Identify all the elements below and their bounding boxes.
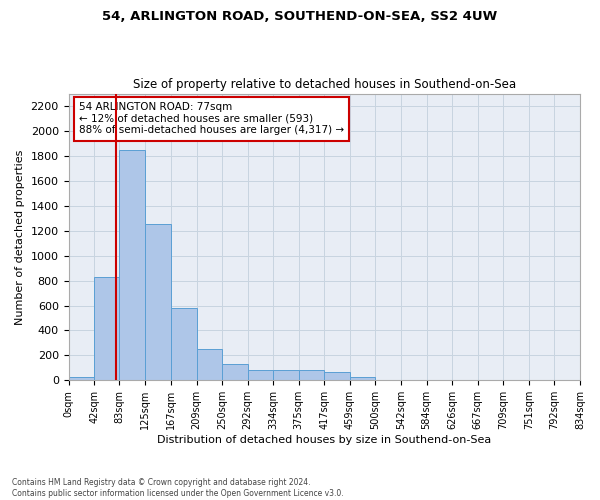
Title: Size of property relative to detached houses in Southend-on-Sea: Size of property relative to detached ho…	[133, 78, 516, 91]
Bar	[119, 150, 145, 380]
Bar	[274, 370, 299, 380]
Bar	[197, 349, 222, 380]
Bar	[145, 224, 171, 380]
Bar	[350, 376, 375, 380]
Text: 54 ARLINGTON ROAD: 77sqm
← 12% of detached houses are smaller (593)
88% of semi-: 54 ARLINGTON ROAD: 77sqm ← 12% of detach…	[79, 102, 344, 136]
X-axis label: Distribution of detached houses by size in Southend-on-Sea: Distribution of detached houses by size …	[157, 435, 491, 445]
Bar	[171, 308, 197, 380]
Bar	[222, 364, 248, 380]
Bar	[324, 372, 350, 380]
Bar	[299, 370, 324, 380]
Bar	[248, 370, 274, 380]
Bar	[68, 376, 94, 380]
Bar	[94, 277, 119, 380]
Y-axis label: Number of detached properties: Number of detached properties	[15, 150, 25, 324]
Text: 54, ARLINGTON ROAD, SOUTHEND-ON-SEA, SS2 4UW: 54, ARLINGTON ROAD, SOUTHEND-ON-SEA, SS2…	[103, 10, 497, 23]
Text: Contains HM Land Registry data © Crown copyright and database right 2024.
Contai: Contains HM Land Registry data © Crown c…	[12, 478, 344, 498]
